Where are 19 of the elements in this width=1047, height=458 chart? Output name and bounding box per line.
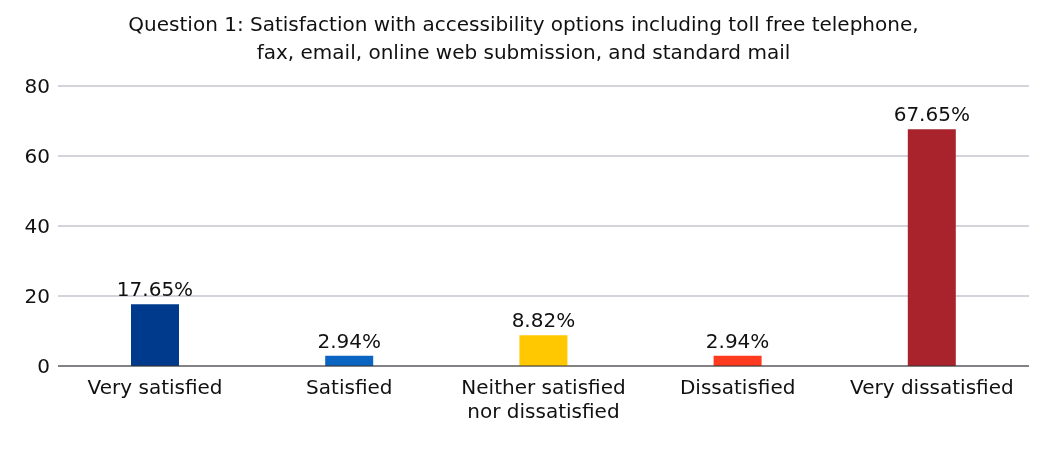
x-tick-label: Neither satisfied nor dissatisfied [461, 375, 626, 423]
data-label: 8.82% [511, 308, 576, 333]
y-tick-label: 40 [24, 214, 50, 239]
data-label: 17.65% [116, 277, 194, 302]
x-tick-label: Dissatisfied [679, 375, 796, 399]
bar [907, 129, 956, 366]
bar [131, 304, 179, 366]
y-tick-label: 20 [24, 284, 50, 309]
data-label: 2.94% [317, 328, 381, 353]
x-tick-label: Very satisfied [87, 375, 223, 399]
x-tick-label: Satisfied [306, 375, 393, 399]
y-tick-label: 0 [37, 354, 50, 379]
bar [519, 335, 568, 366]
y-tick-label: 80 [24, 74, 50, 99]
x-tick-label: Very dissatisfied [850, 375, 1014, 399]
chart-title: Question 1: Satisfaction with accessibility options including toll free telephone, fax, email, online web submission, and standard mail [127, 11, 920, 66]
data-label: 2.94% [705, 328, 770, 353]
y-tick-label: 60 [24, 144, 50, 169]
data-label: 67.65% [893, 102, 970, 127]
